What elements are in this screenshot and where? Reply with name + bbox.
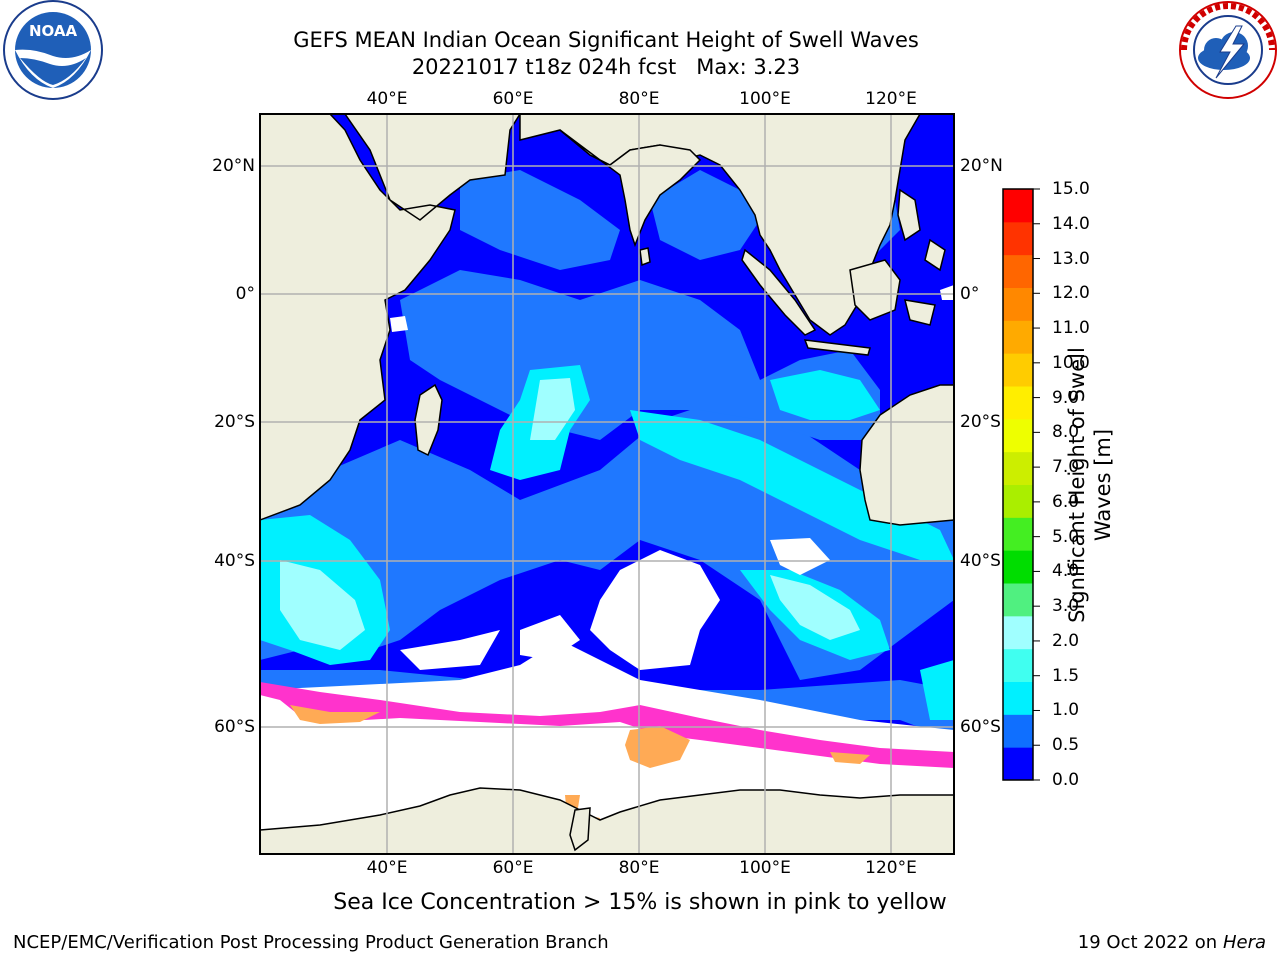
colorbar-segment [1003,517,1033,551]
colorbar-segment [1003,418,1033,453]
lon-tick-bottom-40e: 40°E [366,858,408,878]
colorbar-label-line2: Waves [m] [1091,428,1115,542]
lon-tick-top-120e: 120°E [865,89,917,109]
colorbar-segment [1003,615,1033,650]
sea-ice-caption: Sea Ice Concentration > 15% is shown in … [333,890,947,915]
land-masses [260,114,954,854]
map-frame [259,113,955,855]
map-subtitle: 20221017 t18z 024h fcst Max: 3.23 [411,55,801,79]
colorbar-tick-label: 9.0 [1052,387,1080,408]
lon-tick-top-40e: 40°E [366,89,408,109]
lon-tick-bottom-60e: 60°E [492,858,534,878]
colorbar-segment [1003,484,1033,518]
colorbar-segment [1003,583,1033,617]
lat-tick-left-40s: 40°S [214,551,255,571]
lat-tick-right-20s: 20°S [960,412,1001,432]
colorbar-segment [1003,254,1033,288]
lon-tick-bottom-120e: 120°E [865,858,917,878]
colorbar-tick-label: 4.0 [1052,561,1080,582]
swell-1.5-2.0m-areas [280,378,860,650]
footer-host: Hera [1222,932,1266,953]
colorbar-tick-label: 1.5 [1052,665,1080,686]
colorbar-frame [1002,188,1034,781]
lat-tick-left-0: 0° [235,284,255,304]
lat-tick-right-0: 0° [960,284,980,304]
lat-tick-right-40s: 40°S [960,551,1001,571]
colorbar-tick-label: 0.5 [1052,735,1080,756]
noaa-logo-text: NOAA [29,22,78,40]
lat-tick-right-20n: 20°N [960,156,1003,176]
colorbar-segment [1003,648,1033,682]
colorbar-segment [1003,221,1033,256]
graticule [260,114,954,854]
lon-tick-bottom-100e: 100°E [739,858,791,878]
colorbar-segment [1003,747,1033,781]
colorbar [1002,188,1040,781]
colorbar-tick-label: 7.0 [1052,457,1080,478]
lat-tick-left-20s: 20°S [214,412,255,432]
colorbar-tick-label: 10.0 [1052,352,1090,373]
colorbar-tick-label: 6.0 [1052,491,1080,512]
footer-date: 19 Oct 2022 on Hera [1078,932,1266,953]
lon-tick-top-80e: 80°E [618,89,660,109]
colorbar-tick-label: 15.0 [1052,179,1090,199]
colorbar-tick-label: 3.0 [1052,596,1080,617]
lon-tick-bottom-80e: 80°E [618,858,660,878]
colorbar-segment [1003,287,1033,321]
colorbar-tick-label: 0.0 [1052,770,1080,790]
footer-date-text: 19 Oct 2022 on [1077,932,1223,953]
colorbar-tick-label: 13.0 [1052,248,1090,269]
colorbar-segment [1003,714,1033,748]
lat-tick-left-20n: 20°N [212,156,255,176]
colorbar-segment [1003,386,1033,420]
colorbar-segment [1003,451,1033,485]
colorbar-tick-label: 8.0 [1052,422,1080,443]
colorbar-label-line1: Significant Height of Swell [1065,347,1089,623]
colorbar-tick-label: 11.0 [1052,318,1090,339]
colorbar-segment [1003,189,1033,223]
footer-branch: NCEP/EMC/Verification Post Processing Pr… [13,932,609,953]
colorbar-tick-label: 14.0 [1052,213,1090,234]
lon-tick-top-100e: 100°E [739,89,791,109]
lon-tick-top-60e: 60°E [492,89,534,109]
colorbar-segment [1003,681,1033,715]
colorbar-label: Significant Height of Swell Waves [m] [1064,325,1124,645]
colorbar-segment [1003,353,1033,387]
sea-ice-pink-band [260,682,954,768]
lat-tick-right-60s: 60°S [960,717,1001,737]
nws-logo-icon [1179,1,1277,99]
colorbar-segment [1003,320,1033,354]
colorbar-tick-label: 5.0 [1052,526,1080,547]
colorbar-segment [1003,550,1033,584]
colorbar-tick-label: 12.0 [1052,283,1090,304]
lat-tick-left-60s: 60°S [214,717,255,737]
noaa-logo-icon: NOAA [3,0,103,100]
colorbar-tick-label: 1.0 [1052,700,1080,721]
colorbar-tick-label: 2.0 [1052,630,1080,651]
map-title: GEFS MEAN Indian Ocean Significant Heigh… [293,28,919,52]
